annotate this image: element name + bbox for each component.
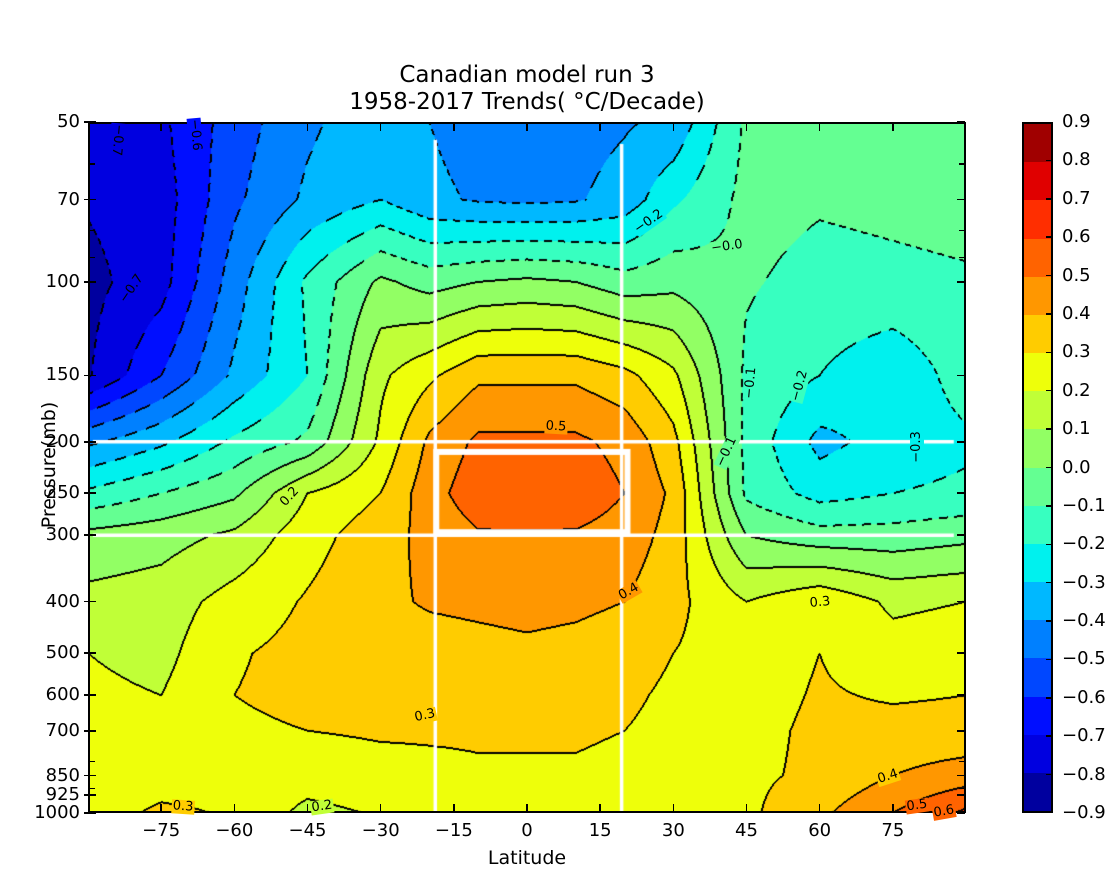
y-tick-label: 300 xyxy=(45,524,80,546)
y-tick-label: 600 xyxy=(45,684,80,706)
colorbar-tick-label: 0.5 xyxy=(1062,264,1091,286)
colorbar-cell xyxy=(1024,353,1051,392)
y-tick-label: 250 xyxy=(45,482,80,504)
y-tick-label: 400 xyxy=(45,590,80,612)
colorbar-tick-label: −0.4 xyxy=(1062,610,1106,632)
colorbar-tick-label: 0.1 xyxy=(1062,418,1091,440)
x-tick-label: −75 xyxy=(142,820,181,841)
colorbar-cell xyxy=(1024,200,1051,239)
colorbar-tick-label: −0.5 xyxy=(1062,648,1106,670)
colorbar xyxy=(1022,122,1053,813)
x-tick-label: 45 xyxy=(735,820,758,841)
x-tick-label: −45 xyxy=(288,820,327,841)
x-tick-label: 75 xyxy=(881,820,905,841)
y-tick-label: 700 xyxy=(45,719,80,741)
x-tick-label: 15 xyxy=(588,820,612,841)
y-tick-label: 100 xyxy=(45,270,80,292)
y-axis-label: Pressure(mb) xyxy=(38,401,60,529)
colorbar-cell xyxy=(1024,124,1051,163)
colorbar-cell xyxy=(1024,772,1051,812)
x-tick-label: −30 xyxy=(361,820,400,841)
y-tick-label: 70 xyxy=(57,188,80,210)
contour-label: 0.3 xyxy=(807,593,832,611)
colorbar-cell xyxy=(1024,467,1051,506)
y-tick-label: 150 xyxy=(45,364,80,386)
colorbar-cell xyxy=(1024,582,1051,621)
colorbar-cell xyxy=(1024,314,1051,354)
contour-label: 0.3 xyxy=(171,798,195,815)
colorbar-cell xyxy=(1024,505,1051,544)
colorbar-tick-label: −0.3 xyxy=(1062,571,1106,593)
chart-title: Canadian model run 3 1958-2017 Trends( °… xyxy=(88,62,966,116)
colorbar-cell xyxy=(1024,162,1051,201)
colorbar-tick-label: 0.2 xyxy=(1062,379,1091,401)
x-tick-label: −15 xyxy=(434,820,473,841)
colorbar-cell xyxy=(1024,429,1051,468)
colorbar-tick-label: −0.6 xyxy=(1062,686,1106,708)
contour-label: −0.6 xyxy=(186,118,205,153)
colorbar-tick-label: 0.9 xyxy=(1062,111,1091,132)
chart-title-line2: 1958-2017 Trends( °C/Decade) xyxy=(349,89,705,115)
contour-label: 0.6 xyxy=(931,802,957,821)
y-tick-label: 500 xyxy=(45,642,80,664)
x-axis-label: Latitude xyxy=(487,847,567,869)
colorbar-cell xyxy=(1024,238,1051,277)
colorbar-tick-label: −0.1 xyxy=(1062,494,1106,516)
chart-title-line1: Canadian model run 3 xyxy=(399,62,655,88)
colorbar-tick-label: −0.7 xyxy=(1062,725,1106,747)
colorbar-tick-label: −0.9 xyxy=(1062,802,1106,823)
contour-label: −0.3 xyxy=(909,430,925,465)
colorbar-tick-label: 0.0 xyxy=(1062,456,1091,478)
colorbar-tick-label: 0.8 xyxy=(1062,149,1091,171)
x-tick-label: 60 xyxy=(808,820,832,841)
contour-label: 0.5 xyxy=(544,418,568,436)
colorbar-tick-label: 0.6 xyxy=(1062,226,1091,248)
y-tick-label: 1000 xyxy=(34,802,80,823)
colorbar-cell xyxy=(1024,696,1051,735)
contour-plot-canvas xyxy=(88,122,966,813)
colorbar-cell xyxy=(1024,543,1051,583)
colorbar-cell xyxy=(1024,276,1051,315)
x-tick-label: −60 xyxy=(215,820,254,841)
y-tick-label: 50 xyxy=(57,111,80,132)
x-tick-label: 30 xyxy=(661,820,685,841)
contour-label: −0.7 xyxy=(108,122,127,158)
colorbar-cell xyxy=(1024,391,1051,430)
contour-label: 0.2 xyxy=(309,797,335,816)
colorbar-tick-label: 0.3 xyxy=(1062,341,1091,363)
y-tick-label: 925 xyxy=(45,784,80,806)
colorbar-cell xyxy=(1024,620,1051,659)
y-tick-label: 200 xyxy=(45,430,80,452)
x-tick-label: 0 xyxy=(521,820,533,841)
colorbar-tick-label: 0.4 xyxy=(1062,302,1091,324)
colorbar-tick-label: −0.2 xyxy=(1062,533,1106,555)
y-tick-label: 850 xyxy=(45,764,80,786)
colorbar-cell xyxy=(1024,734,1051,773)
colorbar-tick-label: −0.8 xyxy=(1062,763,1106,785)
colorbar-cell xyxy=(1024,658,1051,697)
colorbar-tick-label: 0.7 xyxy=(1062,187,1091,209)
